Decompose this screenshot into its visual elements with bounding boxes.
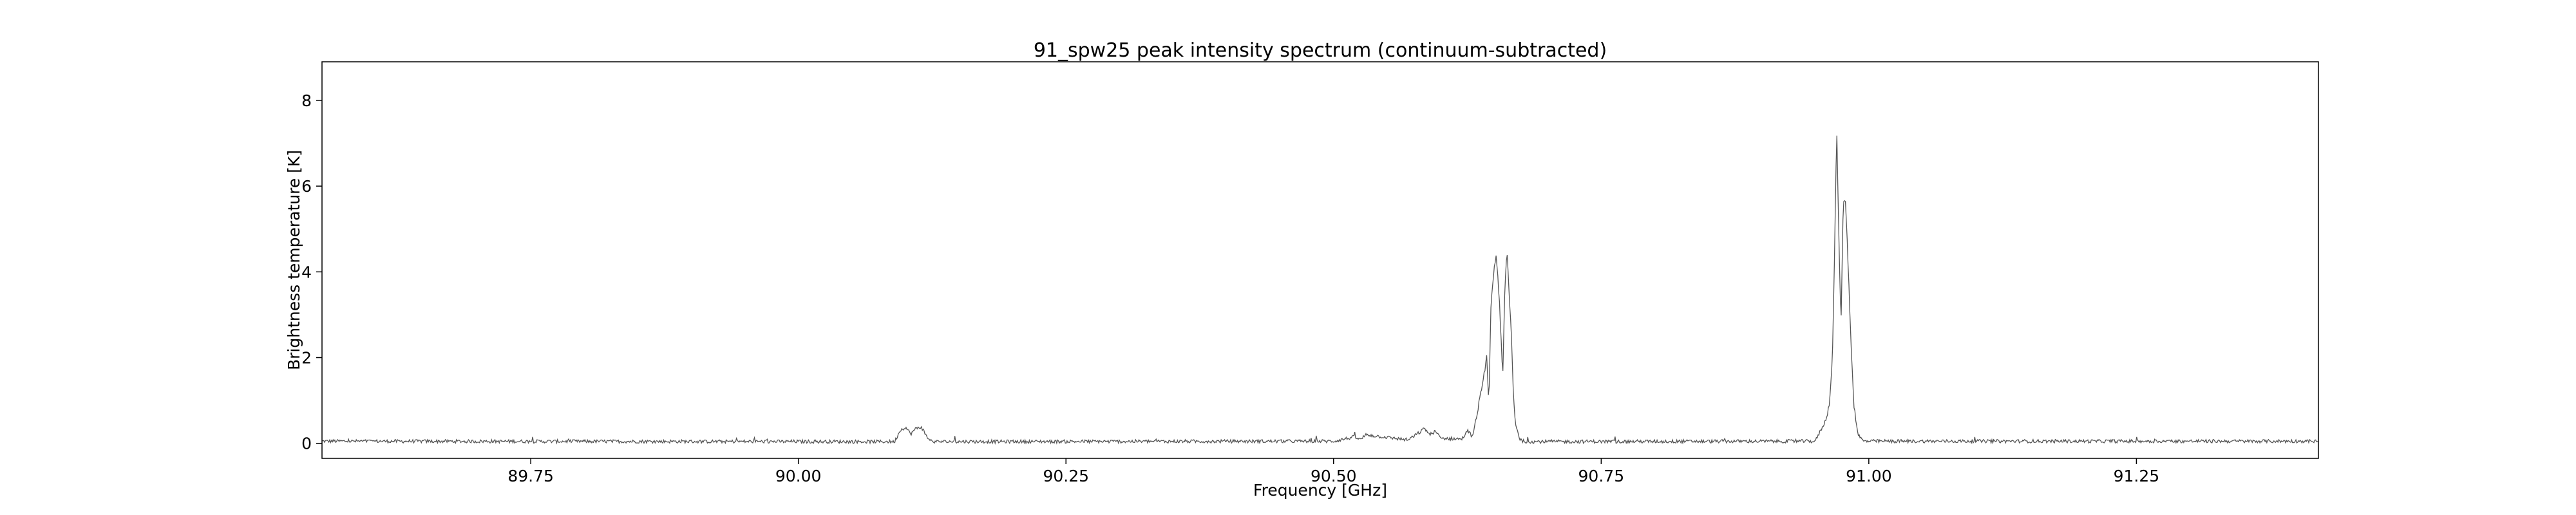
x-tick-label: 91.25 — [2114, 467, 2160, 485]
x-tick-label: 90.25 — [1043, 467, 1089, 485]
x-axis-title: Frequency [GHz] — [1253, 481, 1387, 500]
y-axis-title: Brightness temperature [K] — [285, 150, 303, 370]
plot-background — [322, 62, 2318, 458]
x-tick-label: 90.00 — [775, 467, 822, 485]
y-tick-label: 4 — [301, 263, 312, 281]
y-tick-label: 6 — [301, 177, 312, 196]
x-tick-label: 90.50 — [1311, 467, 1357, 485]
plot-area — [321, 61, 2319, 459]
x-axis: 89.75 90.00 90.25 90.50 90.75 91.00 91.25 — [507, 458, 2159, 485]
y-tick-label: 2 — [301, 349, 312, 368]
y-tick-label: 0 — [301, 435, 312, 453]
x-tick-label: 91.00 — [1846, 467, 1892, 485]
y-tick-label: 8 — [301, 91, 312, 110]
x-tick-label: 89.75 — [507, 467, 554, 485]
chart-title: 91_spw25 peak intensity spectrum (contin… — [1034, 39, 1607, 62]
spectrum-line — [321, 135, 2318, 445]
y-axis: 0 2 4 6 8 — [301, 91, 322, 453]
x-tick-label: 90.75 — [1578, 467, 1625, 485]
axes-frame — [321, 61, 2319, 459]
